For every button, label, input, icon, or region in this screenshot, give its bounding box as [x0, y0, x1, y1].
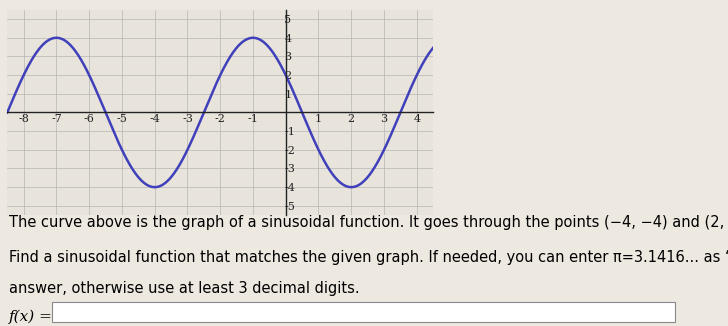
FancyBboxPatch shape	[52, 302, 675, 322]
Text: answer, otherwise use at least 3 decimal digits.: answer, otherwise use at least 3 decimal…	[9, 281, 360, 296]
Text: f(x) =: f(x) =	[9, 310, 52, 324]
Text: Find a sinusoidal function that matches the given graph. If needed, you can ente: Find a sinusoidal function that matches …	[9, 250, 728, 265]
Text: The curve above is the graph of a sinusoidal function. It goes through the point: The curve above is the graph of a sinuso…	[9, 215, 728, 230]
